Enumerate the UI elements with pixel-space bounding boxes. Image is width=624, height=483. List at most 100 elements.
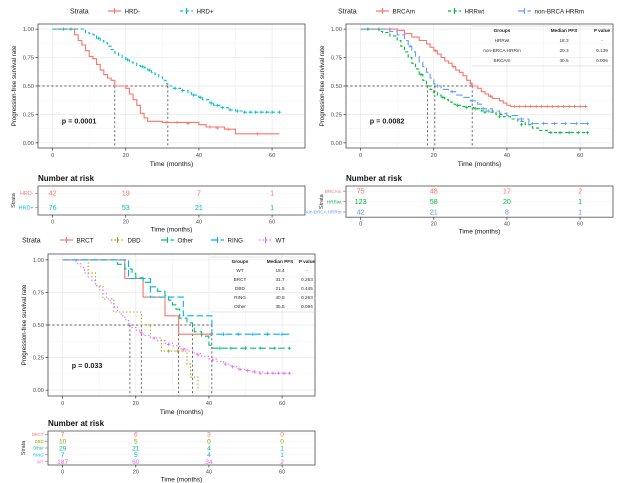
risk-row-label: DBD bbox=[35, 439, 44, 444]
y-tick-label: 0.50 bbox=[33, 323, 44, 329]
risk-count: 8 bbox=[505, 207, 509, 216]
p-value-label: p = 0.033 bbox=[72, 361, 103, 370]
risk-count: 21 bbox=[132, 445, 140, 452]
median-table-cell: 31.7 bbox=[275, 277, 285, 282]
y-tick-label: 0.00 bbox=[331, 141, 342, 147]
km-panel-brca-hrr: Strata BRCAm HRRwt non-BRCA HRRm 0.00 0.25 0.5… bbox=[305, 8, 614, 236]
risk-x-tick-label: 60 bbox=[269, 220, 275, 226]
median-table-cell: WT bbox=[236, 268, 243, 273]
median-table-cell: non-BRCA HRRm bbox=[483, 48, 521, 53]
risk-x-tick-label: 0 bbox=[51, 220, 54, 226]
legend-title: Strata bbox=[22, 238, 41, 245]
risk-count: 0 bbox=[280, 432, 284, 439]
risk-strata-axis-title: Strata bbox=[11, 192, 17, 208]
risk-count: 76 bbox=[49, 203, 57, 212]
km-curve-Other bbox=[62, 259, 290, 349]
legend-label: BRCT bbox=[77, 237, 94, 244]
risk-table-title: Number at risk bbox=[48, 419, 105, 428]
x-tick-label: 0 bbox=[61, 401, 64, 407]
median-table-cell: 0.139 bbox=[596, 48, 608, 53]
risk-strata-axis-title: Strata bbox=[319, 193, 325, 209]
median-table-cell: 21.5 bbox=[275, 286, 285, 291]
risk-count: 1 bbox=[578, 197, 582, 206]
x-tick-label: 40 bbox=[196, 153, 202, 159]
risk-count: 42 bbox=[357, 207, 365, 216]
km-curve-HRD- bbox=[52, 28, 280, 135]
risk-row-label: HRD- bbox=[20, 191, 34, 197]
risk-x-tick-label: 20 bbox=[431, 222, 437, 228]
y-tick-label: 0.75 bbox=[23, 56, 34, 62]
risk-count: 1 bbox=[280, 452, 284, 459]
risk-count: 60 bbox=[132, 459, 140, 466]
median-table-cell: DBD bbox=[235, 286, 246, 291]
risk-count: 1 bbox=[280, 445, 284, 452]
legend-label: Other bbox=[178, 237, 193, 244]
risk-table-title: Number at risk bbox=[38, 174, 95, 183]
risk-count: 53 bbox=[122, 203, 130, 212]
median-table-header: Groups bbox=[232, 259, 249, 264]
risk-count: 187 bbox=[57, 459, 68, 466]
risk-count: 2 bbox=[280, 459, 284, 466]
risk-row-label: Other bbox=[33, 446, 44, 451]
risk-count: 1 bbox=[270, 203, 274, 212]
y-tick-label: 0.75 bbox=[331, 56, 342, 62]
km-panel-brca-domain: Strata BRCT DBD Other RING WT0.000.250.500.75… bbox=[21, 237, 316, 483]
median-table-cell: 0.263 bbox=[301, 277, 313, 282]
risk-count: 4 bbox=[207, 452, 211, 459]
risk-count: 58 bbox=[430, 197, 438, 206]
risk-count: 1 bbox=[270, 189, 274, 198]
y-axis-title: Progression-free survival rate bbox=[319, 45, 326, 126]
median-table-header: P value bbox=[594, 28, 611, 33]
risk-count: 48 bbox=[430, 187, 438, 196]
median-table-cell: 0.263 bbox=[301, 295, 313, 300]
median-table-header: Median PFS bbox=[551, 28, 578, 33]
km-curve-HRD+ bbox=[52, 28, 280, 113]
y-tick-label: 0.00 bbox=[23, 141, 34, 147]
risk-row-label: BRCT bbox=[32, 432, 44, 437]
y-tick-label: 0.25 bbox=[331, 112, 342, 118]
y-tick-label: 0.50 bbox=[331, 84, 342, 90]
median-table-cell: 0.094 bbox=[301, 304, 313, 309]
median-table-cell: 18.4 bbox=[275, 268, 285, 273]
x-tick-label: 60 bbox=[577, 153, 583, 159]
y-tick-label: 1.00 bbox=[331, 27, 342, 33]
risk-x-tick-label: 40 bbox=[504, 222, 510, 228]
y-tick-label: 0.25 bbox=[33, 356, 44, 362]
legend-label: non-BRCA HRRm bbox=[535, 8, 585, 15]
x-axis-title: Time (months) bbox=[458, 161, 502, 168]
x-tick-label: 20 bbox=[123, 153, 129, 159]
risk-count: 34 bbox=[205, 459, 213, 466]
risk-x-axis-title: Time (months) bbox=[459, 229, 501, 236]
risk-count: 3 bbox=[207, 432, 211, 439]
risk-count: 21 bbox=[430, 207, 438, 216]
y-tick-label: 0.00 bbox=[33, 388, 44, 394]
km-curve-WT bbox=[62, 259, 290, 374]
km-curve-DBD bbox=[62, 259, 199, 391]
legend-label: WT bbox=[276, 237, 286, 244]
median-table-header: Groups bbox=[494, 28, 511, 33]
km-curve-HRRwt bbox=[360, 28, 588, 134]
risk-count: 7 bbox=[61, 432, 65, 439]
risk-x-tick-label: 40 bbox=[196, 220, 202, 226]
y-axis-title: Progression-free survival rate bbox=[11, 45, 18, 126]
median-table-cell: Other bbox=[234, 304, 246, 309]
risk-count: 42 bbox=[49, 189, 57, 198]
risk-count: 123 bbox=[355, 197, 367, 206]
risk-count: 5 bbox=[134, 439, 138, 446]
risk-count: 19 bbox=[122, 189, 130, 198]
km-curve-RING bbox=[62, 259, 290, 335]
x-tick-label: 40 bbox=[504, 153, 510, 159]
risk-count: 4 bbox=[207, 445, 211, 452]
risk-row-label: BRCAm bbox=[325, 189, 342, 194]
risk-count: 20 bbox=[503, 197, 511, 206]
risk-count: 75 bbox=[357, 187, 365, 196]
km-curve-BRCAm bbox=[360, 28, 588, 108]
risk-x-tick-label: 60 bbox=[279, 470, 285, 476]
median-table-cell: RING bbox=[234, 295, 246, 300]
x-tick-label: 40 bbox=[206, 401, 212, 407]
legend-label: HRRwt bbox=[465, 8, 485, 15]
median-table-cell: 35.5 bbox=[275, 304, 285, 309]
risk-count: 1 bbox=[578, 207, 582, 216]
x-tick-label: 20 bbox=[133, 401, 139, 407]
